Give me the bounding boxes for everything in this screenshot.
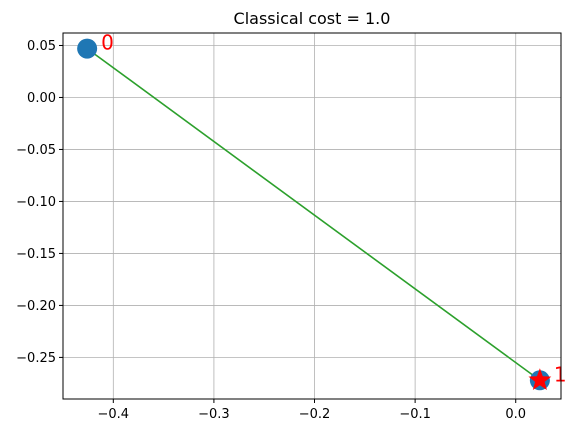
edge-line (86, 47, 541, 381)
plot-frame (62, 32, 562, 400)
y-tick-label: 0.00 (27, 91, 56, 106)
y-tick-label: −0.20 (16, 299, 56, 314)
chart-title: Classical cost = 1.0 (234, 9, 391, 28)
x-tick-label: −0.4 (98, 407, 130, 422)
grid-layer (63, 33, 561, 399)
y-tick-label: −0.25 (16, 351, 56, 366)
x-tick-label: 0.0 (505, 407, 526, 422)
point-label-layer: 01 (101, 31, 566, 387)
y-axis-ticks: 0.05 0.00 −0.05 −0.10 −0.15 −0.20 −0.25 (16, 39, 63, 366)
y-tick-label: −0.15 (16, 247, 56, 262)
point-label-1: 1 (554, 362, 567, 386)
y-tick-label: 0.05 (27, 39, 56, 54)
y-tick-label: −0.05 (16, 143, 56, 158)
y-tick-label: −0.10 (16, 195, 56, 210)
x-axis-ticks: −0.4 −0.3 −0.2 −0.1 0.0 (98, 399, 526, 422)
edge-layer (86, 47, 541, 381)
x-tick-label: −0.2 (299, 407, 331, 422)
x-tick-label: −0.3 (198, 407, 230, 422)
x-tick-label: −0.1 (399, 407, 431, 422)
star-layer (528, 368, 552, 390)
scatter-point-0 (77, 38, 98, 59)
point-label-0: 0 (101, 31, 114, 55)
star-marker (528, 368, 552, 390)
